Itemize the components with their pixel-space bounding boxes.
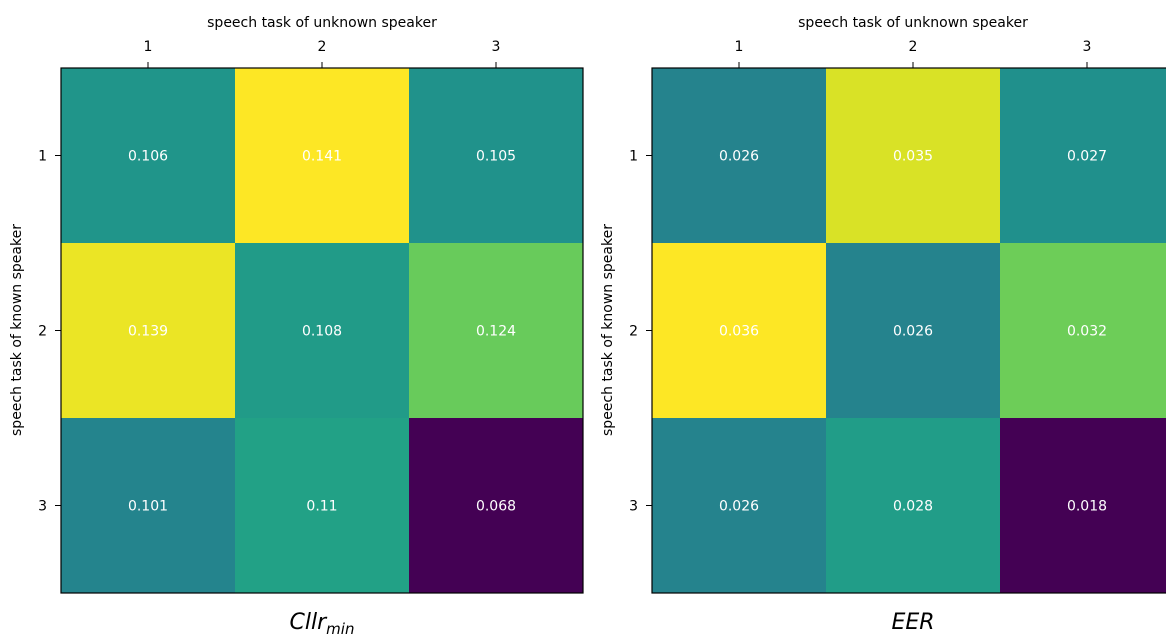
cell-label-2-3: 0.032	[1067, 324, 1107, 340]
plot-frame-cllr	[60, 67, 584, 594]
heatmap-cell-1-1	[61, 68, 236, 244]
heatmap-cell-2-3	[1000, 243, 1166, 419]
y-ticks-eer: 1 2 3	[629, 149, 652, 515]
cell-labels-eer: 0.026 0.035 0.027 0.036 0.026 0.032 0.026 0.028…	[719, 149, 1107, 515]
x-tick-label-3: 3	[1083, 39, 1092, 55]
heatmap-cell-2-1	[61, 243, 236, 419]
cell-label-3-1: 0.101	[128, 499, 168, 515]
heatmap-cell-1-3	[1000, 68, 1166, 244]
y-ticks-cllr: 1 2 3	[38, 149, 61, 515]
x-tick-label-2: 2	[909, 39, 918, 55]
cell-labels-cllr: 0.106 0.141 0.105 0.139 0.108 0.124 0.101 0.11 0…	[128, 149, 516, 515]
cell-label-1-2: 0.035	[893, 149, 933, 165]
plot-frame-eer	[651, 67, 1166, 594]
cell-label-1-1: 0.106	[128, 149, 168, 165]
ylabel-cllr: speech task of known speaker	[9, 224, 25, 436]
y-tick-label-3: 3	[629, 499, 638, 515]
cell-label-2-1: 0.139	[128, 324, 168, 340]
cell-label-1-2: 0.141	[302, 149, 342, 165]
heatmap-cell-3-1	[61, 418, 236, 594]
x-tick-label-1: 1	[144, 39, 153, 55]
x-tick-label-1: 1	[735, 39, 744, 55]
heatmap-cell-1-2	[826, 68, 1001, 244]
cell-label-2-2: 0.108	[302, 324, 342, 340]
ylabel-eer: speech task of known speaker	[600, 224, 616, 436]
cell-label-3-3: 0.068	[476, 499, 516, 515]
y-tick-label-1: 1	[38, 149, 47, 165]
x-ticks-eer: 1 2 3	[735, 39, 1092, 68]
heatmap-cell-1-2	[235, 68, 410, 244]
heatmap-cell-2-3	[409, 243, 584, 419]
cell-label-2-1: 0.036	[719, 324, 759, 340]
heatmap-cell-2-2	[826, 243, 1001, 419]
cell-label-3-2: 0.11	[306, 499, 337, 515]
heatmap-cell-3-2	[235, 418, 410, 594]
y-tick-label-2: 2	[38, 324, 47, 340]
cell-label-1-1: 0.026	[719, 149, 759, 165]
cells-eer	[652, 68, 1166, 594]
heatmap-cell-3-3	[1000, 418, 1166, 594]
cell-label-1-3: 0.105	[476, 149, 516, 165]
heatmap-cell-1-1	[652, 68, 827, 244]
title-cllr-subscript: min	[326, 620, 354, 638]
y-tick-label-2: 2	[629, 324, 638, 340]
cell-label-3-3: 0.018	[1067, 499, 1107, 515]
x-tick-label-3: 3	[492, 39, 501, 55]
title-cllr-main: Cllr	[290, 610, 329, 635]
heatmap-cell-1-3	[409, 68, 584, 244]
title-cllr: Cllrmin	[290, 610, 355, 638]
heatmap-eer: speech task of unknown speaker 1 2 3 1 2 3 0…	[600, 15, 1166, 635]
heatmap-cell-2-1	[652, 243, 827, 419]
heatmap-cell-3-2	[826, 418, 1001, 594]
xlabel-eer: speech task of unknown speaker	[798, 15, 1028, 31]
heatmap-cllr: speech task of unknown speaker 1 2 3 1 2 3 0…	[9, 15, 584, 638]
heatmap-cell-2-2	[235, 243, 410, 419]
x-tick-label-2: 2	[318, 39, 327, 55]
x-ticks-cllr: 1 2 3	[144, 39, 501, 68]
xlabel-cllr: speech task of unknown speaker	[207, 15, 437, 31]
cell-label-1-3: 0.027	[1067, 149, 1107, 165]
cell-label-2-3: 0.124	[476, 324, 516, 340]
y-tick-label-3: 3	[38, 499, 47, 515]
y-tick-label-1: 1	[629, 149, 638, 165]
cell-label-3-1: 0.026	[719, 499, 759, 515]
cell-label-3-2: 0.028	[893, 499, 933, 515]
cell-label-2-2: 0.026	[893, 324, 933, 340]
heatmap-cell-3-3	[409, 418, 584, 594]
title-eer: EER	[891, 610, 934, 635]
heatmap-cell-3-1	[652, 418, 827, 594]
cells-cllr	[61, 68, 584, 594]
